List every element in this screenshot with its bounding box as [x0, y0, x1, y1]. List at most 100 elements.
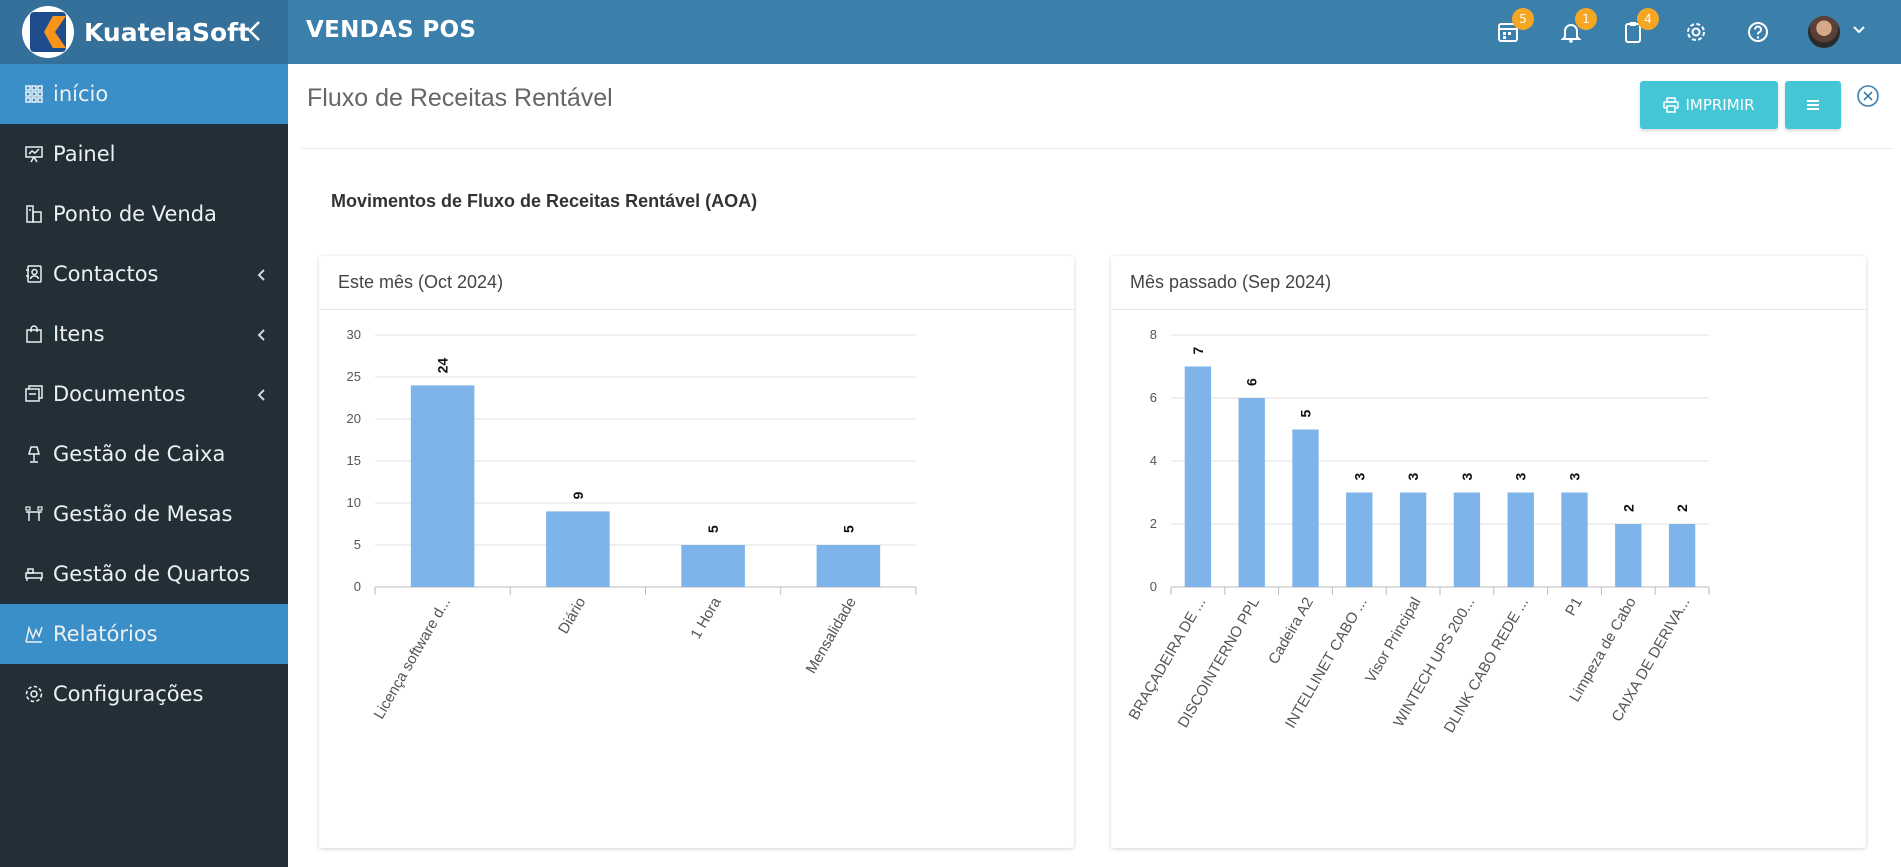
bar[interactable]: [1453, 492, 1481, 588]
contacts-icon: [23, 263, 45, 285]
y-tick-label: 25: [347, 369, 361, 384]
bar[interactable]: [1292, 429, 1319, 588]
brand-logo: [22, 6, 74, 58]
data-label: 9: [570, 491, 586, 499]
data-label: 3: [1459, 473, 1475, 481]
bar[interactable]: [1668, 524, 1696, 587]
y-tick-label: 20: [347, 411, 361, 426]
sidebar-item-label: Gestão de Caixa: [53, 442, 226, 466]
sidebar-item-label: Gestão de Mesas: [53, 502, 233, 526]
sidebar-item-label: Painel: [53, 142, 116, 166]
sidebar-item-label: Configurações: [53, 682, 204, 706]
y-tick-label: 10: [347, 495, 361, 510]
bar[interactable]: [1238, 398, 1265, 587]
sidebar-item-label: Gestão de Quartos: [53, 562, 251, 586]
sidebar-item-label: Itens: [53, 322, 105, 346]
chart-panel-last-month: Mês passado (Sep 2024) 0 2 4 6 8 7 BRAÇADEIRA …: [1111, 256, 1866, 848]
sidebar-item-ponto-de-venda[interactable]: Ponto de Venda: [0, 184, 288, 244]
bar[interactable]: [1615, 524, 1642, 587]
reports-icon: [23, 623, 45, 645]
data-label: 2: [1620, 504, 1636, 512]
data-label: 3: [1567, 473, 1583, 481]
gear-icon: [23, 683, 45, 705]
chevron-left-icon: [256, 264, 266, 288]
sidebar-item-relatórios[interactable]: Relatórios: [0, 604, 288, 664]
chevron-left-icon: [256, 384, 266, 408]
brand[interactable]: KuatelaSoft: [0, 0, 288, 64]
data-label: 7: [1190, 347, 1206, 355]
y-tick-label: 6: [1150, 390, 1157, 405]
x-tick-label: P1: [1562, 595, 1586, 619]
sidebar-item-gestão-de-quartos[interactable]: Gestão de Quartos: [0, 544, 288, 604]
bar[interactable]: [410, 385, 475, 587]
pos-icon: [23, 203, 45, 225]
bed-icon: [23, 563, 45, 585]
y-tick-label: 5: [354, 537, 361, 552]
grid-icon: [23, 83, 45, 105]
clipboard-icon[interactable]: 4: [1619, 8, 1659, 46]
gear-icon[interactable]: [1682, 18, 1710, 46]
data-label: 3: [1405, 473, 1421, 481]
data-label: 6: [1244, 378, 1260, 386]
sidebar-collapse-icon[interactable]: [246, 16, 262, 52]
chevron-left-icon: [256, 324, 266, 348]
sidebar-item-gestão-de-caixa[interactable]: Gestão de Caixa: [0, 424, 288, 484]
y-tick-label: 0: [1150, 579, 1157, 594]
brand-name: KuatelaSoft: [84, 17, 250, 47]
table-icon: [23, 503, 45, 525]
avatar[interactable]: [1808, 16, 1840, 48]
calendar-badge: 5: [1512, 8, 1534, 30]
hamburger-icon: [1807, 100, 1819, 110]
y-tick-label: 8: [1150, 327, 1157, 342]
bell-icon[interactable]: 1: [1557, 8, 1597, 46]
bar[interactable]: [1346, 492, 1373, 588]
x-tick-label: Mensalidade: [803, 595, 860, 677]
bar[interactable]: [816, 545, 881, 587]
bar[interactable]: [681, 545, 745, 587]
main-content: Fluxo de Receitas Rentável IMPRIMIR Movi…: [288, 64, 1901, 867]
app-title: VENDAS POS: [306, 17, 477, 43]
sidebar-item-contactos[interactable]: Contactos: [0, 244, 288, 304]
data-label: 3: [1351, 473, 1367, 481]
sidebar-item-label: Ponto de Venda: [53, 202, 217, 226]
data-label: 24: [435, 358, 451, 374]
sidebar-item-início[interactable]: início: [0, 64, 288, 124]
print-button[interactable]: IMPRIMIR: [1640, 81, 1778, 129]
y-tick-label: 15: [347, 453, 361, 468]
top-bar: KuatelaSoft VENDAS POS 5 1 4: [0, 0, 1901, 64]
section-title: Movimentos de Fluxo de Receitas Rentável…: [331, 191, 758, 211]
bar[interactable]: [1184, 366, 1212, 588]
bar[interactable]: [1399, 492, 1427, 588]
x-tick-label: 1 Hora: [687, 594, 725, 642]
sidebar-item-gestão-de-mesas[interactable]: Gestão de Mesas: [0, 484, 288, 544]
sidebar-item-documentos[interactable]: Documentos: [0, 364, 288, 424]
x-tick-label: Licença software d...: [371, 595, 455, 723]
documents-icon: [23, 383, 45, 405]
chevron-down-icon[interactable]: [1852, 22, 1866, 41]
print-button-label: IMPRIMIR: [1685, 96, 1755, 114]
sidebar-item-label: Contactos: [53, 262, 159, 286]
x-tick-label: Visor Principal: [1362, 595, 1425, 686]
bar[interactable]: [546, 511, 610, 587]
bar[interactable]: [1561, 492, 1588, 588]
sidebar-item-label: Relatórios: [53, 622, 158, 646]
menu-button[interactable]: [1785, 81, 1841, 129]
y-tick-label: 4: [1150, 453, 1157, 468]
sidebar-item-itens[interactable]: Itens: [0, 304, 288, 364]
page-title: Fluxo de Receitas Rentável: [307, 84, 613, 112]
close-icon[interactable]: [1856, 84, 1880, 108]
y-tick-label: 2: [1150, 516, 1157, 531]
bar-chart-this-month: 0 5 10 15 20 25 30 24 Licença software d... 9 Diár…: [347, 327, 917, 723]
chart-title: Mês passado (Sep 2024): [1111, 256, 1866, 310]
sidebar-item-label: início: [53, 82, 109, 106]
help-icon[interactable]: [1744, 18, 1772, 46]
y-tick-label: 0: [354, 579, 361, 594]
chart-title: Este mês (Oct 2024): [319, 256, 1074, 310]
sidebar-item-configurações[interactable]: Configurações: [0, 664, 288, 724]
data-label: 5: [705, 525, 721, 533]
calendar-icon[interactable]: 5: [1494, 8, 1534, 46]
bar[interactable]: [1507, 492, 1534, 588]
chart-panel-this-month: Este mês (Oct 2024) 0 5 10 15 20 25 30 24 Licenç…: [319, 256, 1074, 848]
sidebar-item-painel[interactable]: Painel: [0, 124, 288, 184]
data-label: 3: [1513, 473, 1529, 481]
